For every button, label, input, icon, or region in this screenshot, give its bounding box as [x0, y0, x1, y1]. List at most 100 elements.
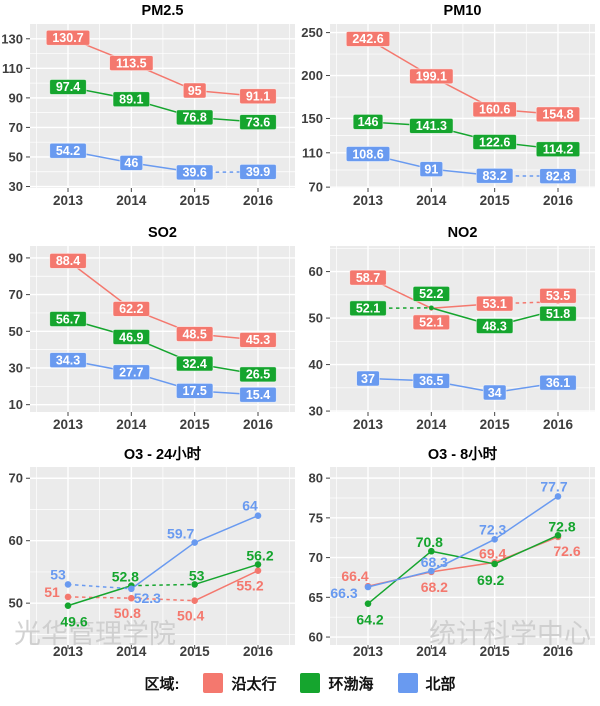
plot-background	[30, 24, 295, 188]
series-环渤海: 64.2 70.8 69.2 72.8	[356, 518, 575, 627]
data-label: 55.2	[236, 578, 263, 594]
panel-title: PM2.5	[142, 3, 184, 19]
chart-panel-pm10: 70 110 150 200 250 2013 2014 2015 2016 242.6 199.1…	[300, 0, 600, 220]
data-label-box	[409, 118, 454, 134]
data-point	[128, 585, 135, 593]
series-segment	[194, 515, 259, 544]
data-label: 122.6	[479, 135, 510, 149]
series-北部: 37 36.5 34 36.1	[356, 370, 577, 401]
data-label: 26.5	[246, 368, 270, 382]
x-tick-label: 2014	[116, 193, 147, 208]
legend-title: 区域:	[144, 675, 180, 693]
x-tick-label: 2016	[543, 644, 574, 659]
data-label: 66.4	[341, 568, 368, 584]
y-axis: 60 65 70 75 80	[309, 471, 330, 645]
data-label: 88.4	[56, 254, 80, 268]
data-label: 36.5	[419, 374, 443, 388]
chart-panel-no2: 30 40 50 60 2013 2014 2015 2016 58.7 52.1 53.1 53.5…	[300, 220, 600, 445]
data-label: 89.1	[119, 93, 143, 107]
x-tick-label: 2015	[480, 417, 511, 432]
watermark-text: 统计科学中心	[429, 619, 591, 649]
y-axis: 30 50 70 90 110 130	[1, 31, 30, 194]
data-label-box	[239, 366, 277, 383]
y-tick-label: 130	[1, 31, 23, 46]
x-axis: 2013 2014 2015 2016	[353, 188, 573, 208]
series-环渤海: 56.7 46.9 32.4 26.5	[49, 311, 277, 383]
x-tick-label: 2013	[53, 193, 84, 208]
series-沿太行: 130.7 113.5 95 91.1	[45, 29, 277, 105]
data-label: 17.5	[182, 384, 206, 398]
data-label: 154.8	[542, 108, 573, 122]
y-tick-label: 70	[309, 180, 323, 195]
data-label: 242.6	[352, 32, 383, 46]
data-label-box	[539, 168, 577, 185]
data-label-box	[239, 88, 277, 105]
data-point	[364, 600, 372, 607]
series-segment	[431, 561, 495, 573]
x-tick-label: 2014	[416, 193, 447, 208]
panel-title: SO2	[148, 225, 177, 241]
series-沿太行: 58.7 52.1 53.1 53.5	[349, 269, 577, 331]
data-label: 53.1	[482, 297, 506, 311]
y-tick-label: 90	[9, 90, 23, 105]
y-tick-label: 50	[9, 324, 23, 339]
x-axis: 2013 2014 2015 2016	[53, 644, 274, 659]
y-tick-label: 90	[9, 250, 23, 265]
chart-svg: 10 30 50 70 90 2013 2014 2015 2016 88.4 62.2 48.5 45…	[9, 225, 295, 432]
data-point	[428, 547, 435, 555]
data-label-box	[349, 300, 387, 317]
chart-svg: 光华管理学院 50 60 70 2013 2014 2015 2016 51 50.8 50.4 55…	[9, 446, 295, 659]
series-北部: 34.3 27.7 17.5 15.4	[49, 352, 277, 403]
data-label-box	[112, 91, 151, 108]
data-label: 54.2	[56, 144, 80, 158]
data-point	[191, 581, 198, 588]
chart-panel-o3-8h: 统计科学中心 60 65 70 75 80 2013 2014 2015 2016 66.4 68.2…	[300, 445, 600, 660]
chart-panel-pm25: 30 50 70 90 110 130 2013 2014 2015 2016 130.7 113.5…	[0, 0, 300, 220]
data-label-box	[472, 134, 517, 150]
data-label-box	[349, 269, 387, 286]
x-axis: 2013 2014 2015 2016	[53, 188, 273, 208]
data-label: 50.4	[177, 608, 204, 624]
x-axis: 2013 2014 2015 2016	[53, 412, 273, 432]
gridlines	[330, 24, 595, 188]
data-label-box	[49, 252, 87, 269]
y-tick-label: 65	[309, 590, 323, 605]
data-label: 199.1	[416, 70, 447, 84]
data-label-box	[539, 287, 577, 304]
x-tick-label: 2016	[543, 417, 574, 432]
series-segment	[431, 550, 495, 565]
y-tick-label: 50	[309, 311, 323, 326]
data-label-box	[119, 154, 144, 171]
data-label-box	[175, 326, 214, 342]
data-label: 72.8	[548, 518, 575, 534]
data-label-box	[412, 314, 451, 331]
y-tick-label: 70	[9, 287, 23, 302]
series-环渤海: 52.1 52.2 48.3 51.8	[349, 285, 577, 334]
y-axis: 70 110 150 200 250	[301, 25, 330, 195]
data-label: 76.8	[182, 111, 206, 125]
data-point	[254, 512, 262, 520]
data-label-box	[419, 161, 444, 178]
x-tick-label: 2013	[353, 193, 384, 208]
x-tick-label: 2014	[416, 417, 447, 432]
x-tick-label: 2015	[480, 644, 511, 659]
data-label: 46	[124, 156, 138, 170]
legend-item-label: 沿太行	[231, 675, 277, 693]
data-label: 58.7	[356, 271, 380, 285]
data-point	[64, 593, 72, 601]
data-point	[64, 581, 72, 588]
series-segment	[67, 260, 132, 310]
y-tick-label: 70	[309, 550, 323, 565]
y-tick-label: 60	[309, 630, 323, 645]
series-沿太行: 242.6 199.1 160.6 154.8	[345, 31, 581, 123]
x-tick-label: 2015	[180, 193, 211, 208]
x-tick-label: 2013	[53, 417, 84, 432]
series-segment	[430, 538, 495, 572]
legend-item-beibu: 北部	[397, 673, 456, 694]
chart-svg: 30 40 50 60 2013 2014 2015 2016 58.7 52.1 53.1 53.5…	[309, 225, 595, 432]
data-point	[254, 561, 262, 568]
data-label: 72.6	[553, 543, 580, 559]
data-label-box	[175, 355, 214, 372]
data-label: 62.2	[119, 302, 143, 316]
x-tick-label: 2014	[116, 644, 147, 659]
